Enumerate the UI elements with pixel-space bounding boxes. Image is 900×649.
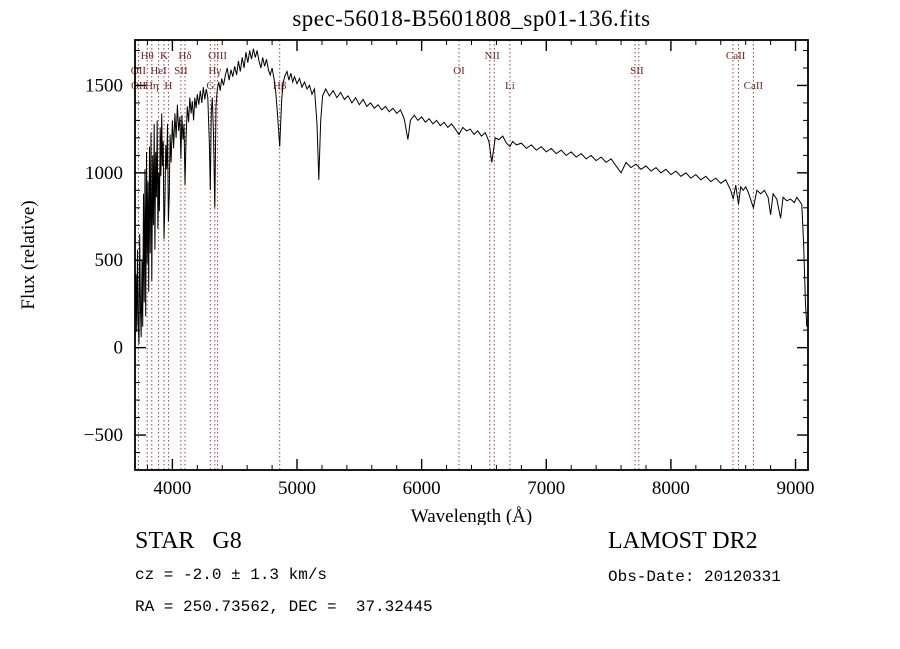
x-tick-label: 5000 [278, 478, 316, 499]
x-tick-label: 8000 [652, 478, 690, 499]
y-tick-label: −500 [84, 425, 123, 446]
plot-frame [134, 39, 809, 471]
svg-text:OII: OII [131, 65, 147, 77]
y-tick-label: 1500 [85, 75, 123, 96]
svg-text:HeI: HeI [150, 65, 167, 77]
x-tick-label: 9000 [777, 478, 815, 499]
svg-text:Hη: Hη [145, 80, 159, 92]
y-tick-label: 500 [95, 250, 124, 271]
obs-date-text: Obs-Date: 20120331 [608, 568, 781, 586]
radial-velocity-text: cz = -2.0 ± 1.3 km/s [135, 566, 328, 584]
y-axis-label: Flux (relative) [18, 200, 39, 309]
x-tick-label: 7000 [527, 478, 565, 499]
x-tick-label: 4000 [153, 478, 191, 499]
svg-text:OI: OI [453, 65, 465, 77]
svg-text:K: K [160, 50, 168, 62]
svg-text:Hθ: Hθ [141, 50, 154, 62]
svg-text:CaII: CaII [744, 80, 764, 92]
svg-text:Hδ: Hδ [178, 50, 191, 62]
y-tick-label: 1000 [85, 163, 123, 184]
spectrum-trace [134, 48, 808, 345]
svg-text:SII: SII [630, 65, 644, 77]
object-class-label: STAR G8 [135, 528, 242, 554]
svg-text:H: H [164, 80, 172, 92]
survey-release-label: LAMOST DR2 [608, 528, 758, 554]
x-axis-label: Wavelength (Å) [411, 506, 532, 525]
plot-title: spec-56018-B5601808_sp01-136.fits [292, 6, 651, 31]
axis-ticks [135, 40, 808, 470]
coordinates-text: RA = 250.73562, DEC = 37.32445 [135, 598, 433, 616]
x-tick-label: 6000 [403, 478, 441, 499]
svg-text:CaII: CaII [726, 50, 746, 62]
svg-text:OIII: OIII [208, 50, 227, 62]
spectral-line-markers [137, 40, 754, 470]
y-tick-label: 0 [114, 338, 124, 359]
svg-text:SII: SII [174, 65, 188, 77]
svg-text:Li: Li [505, 80, 515, 92]
svg-text:G: G [206, 80, 214, 92]
svg-text:Hγ: Hγ [208, 65, 221, 77]
svg-text:NII: NII [485, 50, 501, 62]
